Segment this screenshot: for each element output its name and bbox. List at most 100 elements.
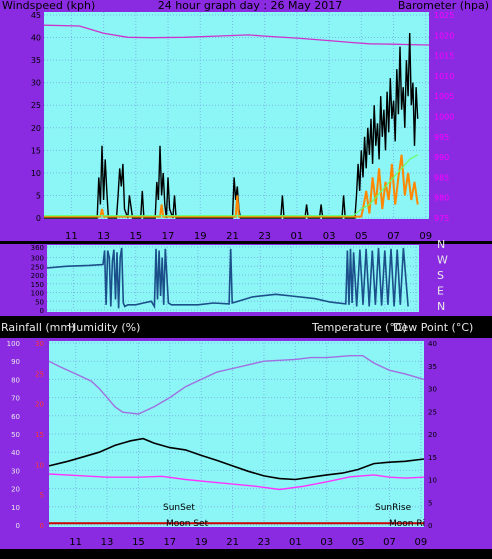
wind-average-line (44, 154, 418, 217)
temp-x-tick-label: 03 (320, 537, 333, 548)
temp-x-tick-label: 13 (101, 537, 114, 548)
compass-label: E (437, 285, 444, 298)
separator-band-2 (0, 316, 492, 338)
temperature-tick-label: 35 (428, 363, 437, 371)
sunset-label: SunSet (163, 503, 195, 513)
direction-tick-label: 300 (31, 255, 44, 263)
rain-axis-ticks: 0 5 10 15 20 25 30 (35, 340, 44, 530)
barometer-axis-ticks: 975 980 985 990 995 1000 1005 1010 1015 1020 1025 (434, 11, 454, 223)
barometer-tick-label: 1015 (434, 52, 454, 61)
rain-tick-label: 20 (35, 401, 44, 409)
rain-tick-label: 10 (35, 461, 44, 469)
wind-x-tick-label: 21 (226, 231, 239, 242)
sunrise-label: SunRise (375, 503, 412, 513)
direction-tick-label: 360 (31, 244, 44, 252)
rain-tick-label: 5 (40, 492, 44, 500)
temp-x-tick-label: 11 (69, 537, 82, 548)
windspeed-tick-label: 0 (36, 214, 41, 223)
rain-tick-label: 25 (35, 370, 44, 378)
humidity-tick-label: 90 (11, 358, 20, 366)
rainfall-axis-title: Rainfall (mm) (1, 321, 75, 334)
humidity-axis-ticks: 0 10 20 30 40 50 60 70 80 90 100 (7, 340, 20, 530)
windspeed-tick-label: 25 (31, 101, 41, 110)
direction-tick-label: 50 (35, 298, 44, 306)
barometer-tick-label: 975 (434, 214, 449, 223)
direction-tick-label: 0 (40, 307, 44, 315)
humidity-series (48, 355, 425, 415)
humidity-tick-label: 70 (11, 395, 20, 403)
compass-label: W (437, 254, 448, 267)
temperature-line (48, 437, 425, 481)
moonrise-label: Moon Ri (389, 519, 425, 529)
barometer-tick-label: 1020 (434, 31, 454, 40)
wind-x-tick-label: 13 (97, 231, 110, 242)
moonset-label: Moon Set (166, 519, 209, 529)
compass-label: N (437, 238, 445, 251)
temp-x-tick-label: 05 (352, 537, 365, 548)
temperature-series (48, 437, 425, 481)
temperature-tick-label: 15 (428, 454, 437, 462)
temperature-tick-label: 10 (428, 477, 437, 485)
rain-tick-label: 15 (35, 431, 44, 439)
temperature-tick-label: 40 (428, 340, 437, 348)
humidity-tick-label: 40 (11, 449, 20, 457)
wind-x-tick-label: 01 (291, 231, 304, 242)
barometer-axis-title: Barometer (hpa) (398, 0, 489, 12)
windspeed-tick-label: 40 (31, 34, 41, 43)
temp-x-tick-label: 17 (163, 537, 176, 548)
temperature-tick-label: 20 (428, 431, 437, 439)
windspeed-tick-label: 10 (31, 169, 41, 178)
dew-point-axis-title: Dew Point (°C) (393, 321, 473, 334)
windspeed-tick-label: 30 (31, 79, 41, 88)
direction-tick-label: 200 (31, 272, 44, 280)
bottom-black-strip (0, 549, 492, 555)
wind-gust-series (44, 154, 419, 218)
wind-x-tick-label: 23 (258, 231, 271, 242)
temp-x-tick-label: 21 (226, 537, 239, 548)
windspeed-tick-label: 15 (31, 146, 41, 155)
wind-speed-series (44, 32, 419, 219)
temp-x-tick-label: 15 (132, 537, 145, 548)
barometer-tick-label: 1010 (434, 72, 454, 81)
wind-x-axis-ticks: 11 13 15 17 19 21 23 01 03 05 07 09 (65, 231, 432, 242)
barometer-tick-label: 1025 (434, 11, 454, 20)
wind-average-series (44, 154, 418, 217)
barometer-tick-label: 990 (434, 153, 449, 162)
humidity-axis-title: Humidity (%) (68, 321, 140, 334)
wind-direction-line (46, 247, 409, 310)
temp-x-tick-label: 09 (414, 537, 427, 548)
dew-point-line (48, 473, 425, 491)
windspeed-tick-label: 45 (31, 11, 41, 20)
barometer-tick-label: 1005 (434, 92, 454, 101)
compass-label: N (437, 300, 445, 313)
separator-band-1 (0, 241, 492, 244)
windspeed-axis-title: Windspeed (kph) (2, 0, 95, 12)
windspeed-tick-label: 20 (31, 124, 41, 133)
temp-x-tick-label: 07 (383, 537, 396, 548)
humidity-tick-label: 30 (11, 467, 20, 475)
wind-plot-area (44, 12, 429, 219)
barometer-series (43, 24, 430, 46)
windspeed-tick-label: 5 (36, 191, 41, 200)
direction-tick-label: 250 (31, 263, 44, 271)
rain-tick-label: 30 (35, 340, 44, 348)
temperature-tick-label: 5 (428, 499, 432, 507)
barometer-tick-label: 1000 (434, 113, 454, 122)
windspeed-axis-ticks: 0 5 10 15 20 25 30 35 40 45 (31, 11, 41, 223)
dew-point-series (48, 473, 425, 491)
temperature-axis-ticks: 0 5 10 15 20 25 30 35 40 (428, 340, 437, 530)
wind-x-tick-label: 19 (194, 231, 207, 242)
temperature-tick-label: 25 (428, 408, 437, 416)
wind-x-tick-label: 03 (323, 231, 336, 242)
wind-direction-series (46, 247, 409, 310)
wind-x-tick-label: 11 (65, 231, 78, 242)
temperature-tick-label: 30 (428, 386, 437, 394)
wind-x-tick-label: 05 (355, 231, 368, 242)
